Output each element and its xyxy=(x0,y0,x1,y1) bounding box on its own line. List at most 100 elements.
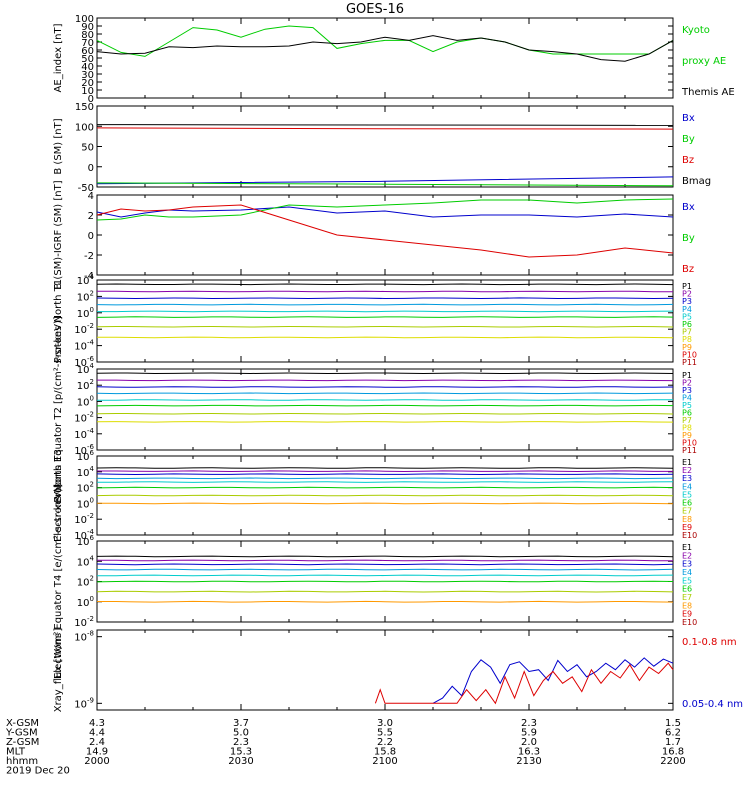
legend-entry: P2 xyxy=(682,290,692,299)
legend-entry: Bz xyxy=(682,264,694,275)
legend-entry: P5 xyxy=(682,401,692,410)
series-line-by xyxy=(96,198,674,221)
legend-entry: E2 xyxy=(682,551,692,560)
series-line-p8 xyxy=(96,421,674,423)
legend-entry: 0.05-0.4 nm xyxy=(682,699,743,710)
y-tick-label: 30 xyxy=(81,70,94,81)
y-tick-label: 90 xyxy=(81,22,94,33)
footer-value: 15.3 xyxy=(230,747,252,758)
series-line-e2 xyxy=(97,470,673,473)
series-line-e1 xyxy=(96,555,674,558)
y-tick-label: 60 xyxy=(81,46,94,57)
footer-value: 1.7 xyxy=(665,737,681,748)
legend-entry: E7 xyxy=(682,507,692,516)
y-tick-label: 104 xyxy=(77,273,95,287)
y-tick-label: 50 xyxy=(81,54,94,65)
legend-entry: E1 xyxy=(682,458,692,467)
footer-value: 3.0 xyxy=(377,718,393,729)
footer-date: 2019 Dec 20 xyxy=(6,766,70,777)
series-line-e5 xyxy=(97,481,674,483)
series-line-p3 xyxy=(96,386,674,388)
y-axis-label: Protons Equator T2 [p/(cm²-s-sr-keV)] xyxy=(53,316,64,503)
legend-entry: P4 xyxy=(682,394,692,403)
legend-entry: P11 xyxy=(682,446,697,455)
legend-entry: E9 xyxy=(682,610,692,619)
panel-frame xyxy=(96,279,674,363)
legend-entry: E6 xyxy=(682,585,692,594)
legend-entry: E10 xyxy=(682,618,697,627)
series-line-themis-ae xyxy=(96,35,674,62)
y-axis-label: Electrons Equator T4 [e/(cm²-s-sr-keV)] xyxy=(53,484,64,679)
series-line-e8 xyxy=(97,502,674,505)
y-tick-label: -4 xyxy=(84,271,94,282)
footer-value: 16.3 xyxy=(518,747,540,758)
legend-entry: By xyxy=(682,134,695,145)
y-tick-label: 0 xyxy=(88,231,94,242)
legend-entry: Bz xyxy=(682,155,694,166)
y-tick-label: 104 xyxy=(77,465,95,479)
y-tick-label: 100 xyxy=(77,595,94,609)
legend-entry: P11 xyxy=(682,358,697,367)
y-tick-label: 102 xyxy=(77,289,94,303)
y-tick-label: 10-4 xyxy=(74,427,94,441)
series-line-e4 xyxy=(96,568,674,571)
y-tick-label: 4 xyxy=(88,191,94,202)
footer-row-label: MLT xyxy=(6,747,26,758)
footer-value: 2000 xyxy=(84,756,109,767)
y-axis-label: B (SM)-IGRF (SM) [nT] xyxy=(53,180,64,289)
series-line-p7 xyxy=(96,412,674,415)
series-line-bz xyxy=(96,204,674,258)
legend-entry: P1 xyxy=(682,371,692,380)
legend-entry: E10 xyxy=(682,531,697,540)
legend-entry: E4 xyxy=(682,482,692,491)
footer-value: 2.3 xyxy=(233,737,249,748)
y-axis-label: Electrons North T3 xyxy=(53,449,64,542)
legend-entry: E9 xyxy=(682,523,692,532)
series-line-p5 xyxy=(97,310,674,313)
series-line-e8 xyxy=(97,600,674,603)
legend-entry: E2 xyxy=(682,466,692,475)
series-line-p2 xyxy=(97,379,674,382)
legend-entry: P7 xyxy=(682,416,692,425)
footer-value: 2130 xyxy=(516,756,541,767)
footer-row-label: Z-GSM xyxy=(6,737,39,748)
chart-title: GOES-16 xyxy=(346,2,404,17)
legend-entry: Kyoto xyxy=(682,25,710,36)
y-tick-label: 102 xyxy=(77,378,94,392)
series-line-0-05-0-4-nm xyxy=(432,657,674,704)
series-line-by xyxy=(96,182,674,187)
y-tick-label: 0 xyxy=(88,163,94,174)
series-line-p6 xyxy=(96,316,674,318)
footer-value: 2200 xyxy=(660,756,685,767)
y-tick-label: 70 xyxy=(81,38,94,49)
legend-entry: E5 xyxy=(682,576,692,585)
footer-value: 4.3 xyxy=(89,718,105,729)
series-line-p4 xyxy=(96,392,674,395)
footer-row-label: Y-GSM xyxy=(5,728,38,739)
footer-value: 5.5 xyxy=(377,728,393,739)
footer-row-label: hhmm xyxy=(6,756,38,767)
series-line-p4 xyxy=(96,303,674,306)
footer-value: 1.5 xyxy=(665,718,681,729)
legend-entry: P4 xyxy=(682,305,692,314)
y-tick-label: 10-2 xyxy=(74,512,94,526)
legend-entry: P6 xyxy=(682,409,692,418)
legend-entry: P1 xyxy=(682,282,692,291)
y-tick-label: 0 xyxy=(88,94,94,105)
legend-entry: P7 xyxy=(682,328,692,337)
series-line-bmag xyxy=(96,124,674,126)
series-line-p6 xyxy=(96,404,674,407)
series-line-p3 xyxy=(96,297,674,300)
legend-entry: By xyxy=(682,233,695,244)
footer-value: 5.0 xyxy=(233,728,249,739)
panel-frame xyxy=(96,368,674,451)
series-line-e2 xyxy=(97,559,674,562)
y-tick-label: 10-2 xyxy=(74,322,94,336)
panel-frame xyxy=(96,105,674,188)
series-line-e6 xyxy=(96,486,674,489)
series-line-p2 xyxy=(96,290,673,293)
y-tick-label: 50 xyxy=(81,143,94,154)
y-tick-label: 150 xyxy=(75,102,94,113)
